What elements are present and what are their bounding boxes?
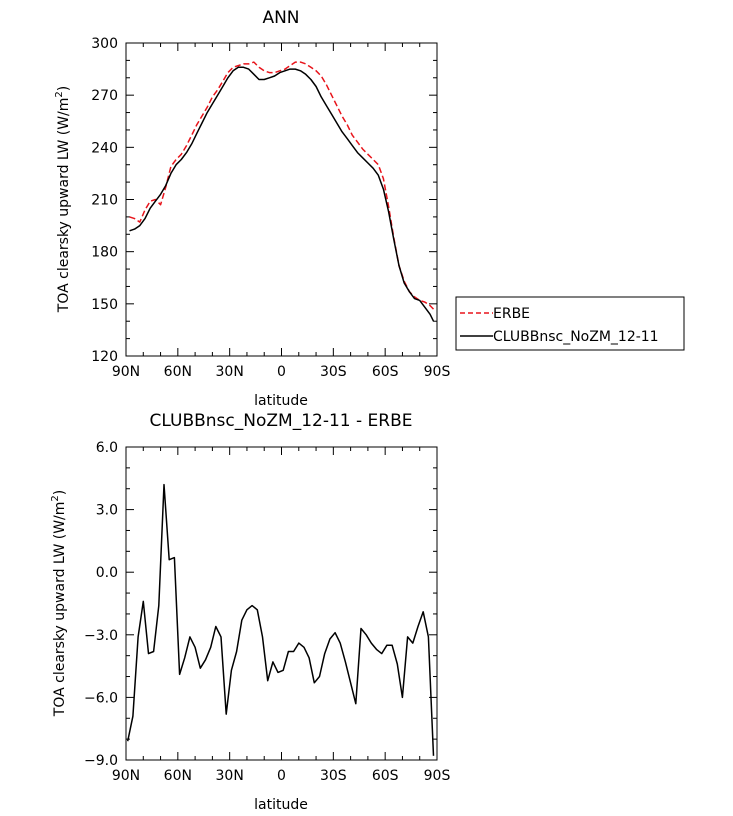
bottom-y-tick-label: −9.0 [84, 753, 118, 769]
bottom-plot-frame [125, 446, 438, 761]
bottom-ticks: 90N 60N 30N 0 30S 60S 90S −9.0 −6.0 −3.0 0.0 3.0 6.0 [84, 440, 450, 784]
top-x-tick-label: 0 [277, 364, 286, 380]
bottom-panel: CLUBBnsc_NoZM_12-11 - ERBE 90N 60N 30N 0 30S… [50, 411, 450, 813]
top-y-tick-label: 240 [91, 140, 118, 156]
top-y-tick-label: 180 [91, 245, 118, 261]
top-x-tick-label: 60N [164, 364, 192, 380]
top-x-tick-label: 90N [112, 364, 140, 380]
top-chart-title: ANN [262, 8, 299, 28]
bottom-y-tick-label: 0.0 [96, 565, 118, 581]
bottom-x-tick-label: 60S [372, 768, 399, 784]
top-y-tick-label: 270 [91, 88, 118, 104]
top-y-tick-label: 300 [91, 36, 118, 52]
bottom-series-lines [126, 483, 435, 756]
legend-erbe-label: ERBE [493, 306, 530, 322]
bottom-x-tick-label: 90N [112, 768, 140, 784]
bottom-x-axis-label: latitude [254, 797, 308, 813]
bottom-x-tick-label: 0 [277, 768, 286, 784]
bottom-chart-title: CLUBBnsc_NoZM_12-11 - ERBE [150, 411, 413, 431]
bottom-y-tick-label: −3.0 [84, 628, 118, 644]
top-x-tick-label: 90S [424, 364, 451, 380]
top-panel: ANN 90N 60N 30N 0 30S 60S 90S 120 150 180 210 240 27… [54, 8, 450, 409]
top-y-tick-label: 150 [91, 297, 118, 313]
bottom-y-axis-label: TOA clearsky upward LW (W/m2) [50, 490, 68, 717]
bottom-y-tick-label: −6.0 [84, 690, 118, 706]
top-series-line-clubbnsc-nozm-12-11 [129, 66, 435, 322]
top-x-tick-label: 30N [216, 364, 244, 380]
bottom-x-tick-label: 30N [216, 768, 244, 784]
bottom-x-tick-label: 60N [164, 768, 192, 784]
top-series-lines [129, 61, 435, 322]
bottom-y-tick-label: 3.0 [96, 503, 118, 519]
legend: ERBE CLUBBnsc_NoZM_12-11 [455, 296, 685, 351]
top-x-tick-label: 60S [372, 364, 399, 380]
top-y-tick-label: 120 [91, 349, 118, 365]
bottom-series-line-difference [126, 483, 435, 756]
bottom-x-tick-label: 30S [320, 768, 347, 784]
top-series-line-erbe [129, 61, 435, 310]
legend-box [455, 296, 685, 351]
top-y-axis-label: TOA clearsky upward LW (W/m2) [54, 86, 72, 313]
top-ticks: 90N 60N 30N 0 30S 60S 90S 120 150 180 210 240 270 300 [91, 36, 450, 380]
top-x-tick-label: 30S [320, 364, 347, 380]
top-y-tick-label: 210 [91, 193, 118, 209]
top-x-axis-label: latitude [254, 393, 308, 409]
legend-model-label: CLUBBnsc_NoZM_12-11 [493, 329, 659, 345]
bottom-x-tick-label: 90S [424, 768, 451, 784]
bottom-y-tick-label: 6.0 [96, 440, 118, 456]
top-plot-frame [125, 42, 438, 357]
